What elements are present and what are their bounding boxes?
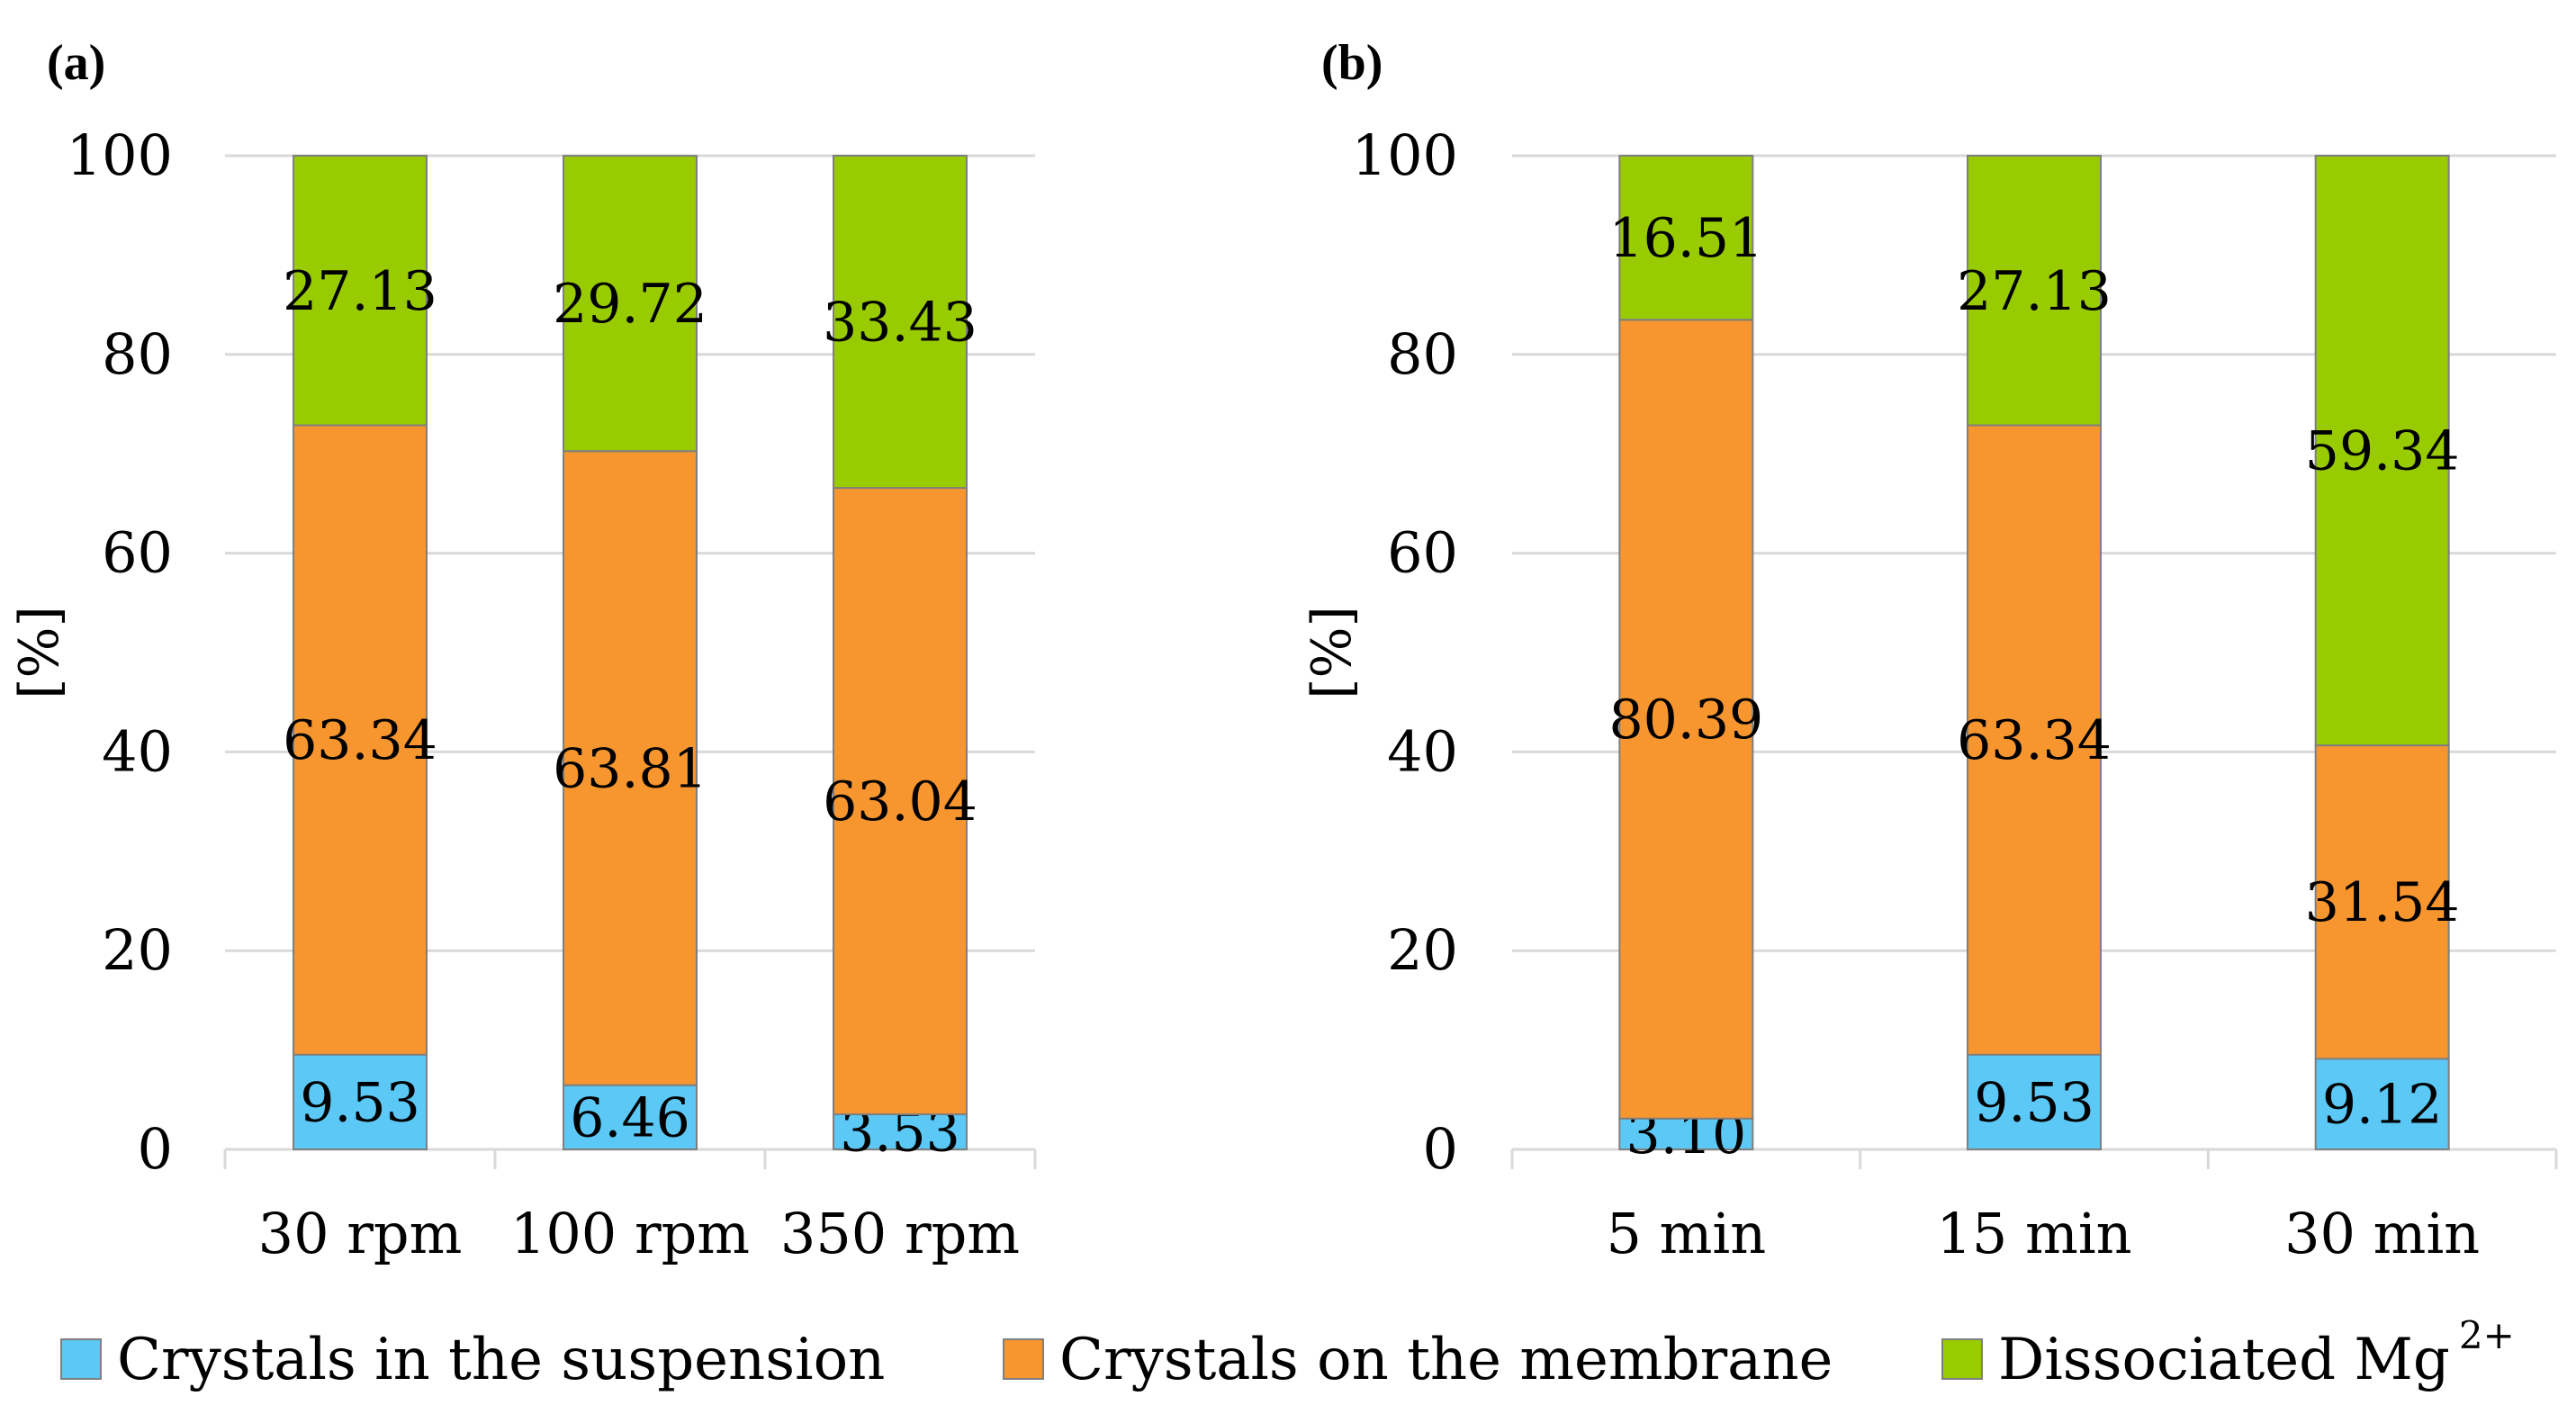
y-tick-label: 0 <box>1423 1116 1458 1182</box>
bar-segment-dissociated <box>1967 155 2102 427</box>
y-tick-label: 20 <box>102 917 173 983</box>
x-category-label: 5 min <box>1606 1201 1766 1266</box>
data-label: 27.13 <box>283 260 437 323</box>
bar-segment-membrane <box>1967 424 2102 1056</box>
bar-segment-dissociated <box>1618 155 1754 321</box>
y-tick-label: 60 <box>1387 520 1458 586</box>
y-tick-label: 40 <box>102 718 173 784</box>
y-tick-label: 20 <box>1387 917 1458 983</box>
x-category-label: 100 rpm <box>510 1201 750 1266</box>
legend: Crystals in the suspension Crystals on th… <box>60 1313 2515 1393</box>
bar-segment-membrane <box>2314 744 2450 1060</box>
bar-segment-membrane <box>563 450 698 1086</box>
data-label: 27.13 <box>1957 260 2112 323</box>
y-tick-label: 0 <box>138 1116 173 1182</box>
panel-label-a: (a) <box>47 35 105 91</box>
legend-swatch <box>60 1338 102 1380</box>
y-axis-title: [%] <box>1301 606 1364 699</box>
data-label: 9.53 <box>300 1071 420 1134</box>
bar-segment-dissociated <box>563 155 698 453</box>
bar-segment-suspension <box>833 1113 968 1151</box>
y-axis-title: [%] <box>8 606 71 699</box>
data-label: 16.51 <box>1608 207 1763 270</box>
data-label: 63.34 <box>283 709 437 772</box>
bar-segment-dissociated <box>293 155 428 427</box>
legend-label: Crystals in the suspension <box>117 1327 885 1393</box>
bar-segment-membrane <box>833 487 968 1116</box>
data-label: 63.04 <box>823 770 977 833</box>
bar-segment-suspension <box>1618 1117 1754 1150</box>
data-label: 80.39 <box>1608 689 1763 752</box>
bar-segment-dissociated <box>2314 155 2450 747</box>
x-category-label: 30 min <box>2284 1201 2480 1266</box>
y-tick-label: 100 <box>1352 122 1458 188</box>
data-label: 31.54 <box>2305 871 2460 934</box>
data-label: 29.72 <box>553 273 707 336</box>
legend-swatch <box>1941 1338 1983 1380</box>
y-tick-label: 40 <box>1387 718 1458 784</box>
y-tick-label: 100 <box>67 122 173 188</box>
bar-segment-membrane <box>1618 319 1754 1120</box>
x-category-label: 350 rpm <box>780 1201 1020 1266</box>
bar-segment-membrane <box>293 424 428 1056</box>
panel-label-b: (b) <box>1321 35 1383 91</box>
data-label: 59.34 <box>2305 420 2460 483</box>
legend-label: Crystals on the membrane <box>1059 1327 1833 1393</box>
data-label: 63.81 <box>553 737 707 800</box>
bar-segment-suspension <box>563 1084 698 1151</box>
y-tick-label: 60 <box>102 520 173 586</box>
x-category-label: 15 min <box>1936 1201 2131 1266</box>
bar-segment-suspension <box>1967 1053 2102 1151</box>
chart-panel-a: 0 20 40 60 80 100 9.53 63.34 27.13 30 rpm 6.46 63.8… <box>8 35 1037 1266</box>
data-label: 9.53 <box>1974 1071 2094 1134</box>
data-label: 9.12 <box>2322 1074 2443 1137</box>
legend-swatch <box>1003 1338 1044 1380</box>
y-tick-label: 80 <box>1387 321 1458 387</box>
bar-segment-dissociated <box>833 155 968 490</box>
legend-label: Dissociated Mg 2+ <box>1998 1313 2515 1393</box>
y-tick-label: 80 <box>102 321 173 387</box>
data-label: 6.46 <box>570 1086 690 1149</box>
x-category-label: 30 rpm <box>258 1201 463 1266</box>
data-label: 33.43 <box>823 292 977 355</box>
data-label: 63.34 <box>1957 709 2112 772</box>
